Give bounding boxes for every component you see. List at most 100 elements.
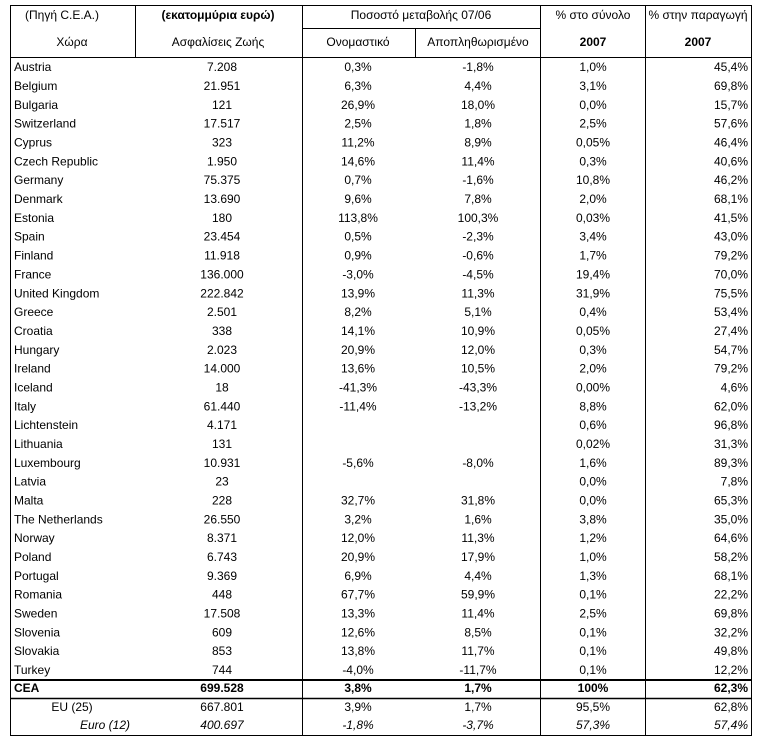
table-cell: 6,3% bbox=[344, 79, 372, 93]
header-cell: % στην παραγωγή bbox=[648, 8, 747, 22]
table-cell: 3,8% bbox=[344, 681, 372, 695]
table-cell: 22,2% bbox=[714, 588, 748, 602]
table-cell: 338 bbox=[212, 324, 232, 338]
table-cell: 222.842 bbox=[200, 286, 244, 300]
table-cell: 2,5% bbox=[579, 117, 607, 131]
table-cell: 14,6% bbox=[341, 154, 375, 168]
table-cell: 100,3% bbox=[458, 211, 499, 225]
table-cell: Finland bbox=[14, 249, 53, 263]
table-cell: 228 bbox=[212, 493, 232, 507]
table-cell: 59,9% bbox=[461, 588, 495, 602]
table-cell: 13,8% bbox=[341, 644, 375, 658]
table-cell: -1,6% bbox=[462, 173, 494, 187]
table-cell: 0,1% bbox=[579, 644, 607, 658]
table-cell: 12,6% bbox=[341, 625, 375, 639]
table-cell: 0,3% bbox=[579, 343, 607, 357]
table-cell: -0,6% bbox=[462, 249, 494, 263]
table-cell: 10,9% bbox=[461, 324, 495, 338]
table-cell: 5,1% bbox=[464, 305, 492, 319]
table-cell: France bbox=[14, 267, 52, 281]
table-cell: Slovakia bbox=[14, 644, 60, 658]
header-cell: 2007 bbox=[580, 35, 607, 49]
table-cell: 1,7% bbox=[579, 249, 607, 263]
table-cell: Bulgaria bbox=[14, 98, 58, 112]
table-cell: The Netherlands bbox=[14, 512, 103, 526]
table-cell: 69,8% bbox=[714, 607, 748, 621]
table-cell: -8,0% bbox=[462, 456, 494, 470]
table-cell: Turkey bbox=[14, 663, 50, 677]
table-cell: 0,3% bbox=[344, 60, 372, 74]
table-cell: 1,6% bbox=[579, 456, 607, 470]
table-cell: 1,2% bbox=[579, 531, 607, 545]
table-cell: 1,0% bbox=[579, 550, 607, 564]
table-cell: EU (25) bbox=[51, 700, 92, 714]
table-cell: 43,0% bbox=[714, 230, 748, 244]
table-cell: 17.508 bbox=[204, 607, 241, 621]
table-cell: 14.000 bbox=[204, 362, 241, 376]
table-cell: 68,1% bbox=[714, 192, 748, 206]
table-cell: 609 bbox=[212, 625, 232, 639]
table-cell: Austria bbox=[14, 60, 52, 74]
table-cell: Portugal bbox=[14, 569, 59, 583]
table-cell: -4,0% bbox=[342, 663, 374, 677]
table-cell: 1,0% bbox=[579, 60, 607, 74]
table-cell: 1,3% bbox=[579, 569, 607, 583]
table-cell: 26,9% bbox=[341, 98, 375, 112]
table-cell: -1,8% bbox=[462, 60, 494, 74]
table-cell: 12,2% bbox=[714, 663, 748, 677]
table-cell: 12,0% bbox=[341, 531, 375, 545]
header-cell: 2007 bbox=[685, 35, 712, 49]
table-cell: -11,4% bbox=[339, 399, 376, 413]
table-cell: 75.375 bbox=[204, 173, 241, 187]
table-cell: 11,2% bbox=[341, 136, 374, 150]
table-cell: 13,6% bbox=[341, 362, 375, 376]
table-cell: 0,0% bbox=[579, 98, 607, 112]
table-cell: 7.208 bbox=[207, 60, 237, 74]
table-cell: 26.550 bbox=[204, 512, 241, 526]
table-cell: 53,4% bbox=[714, 305, 748, 319]
table-cell: 11,4% bbox=[461, 607, 494, 621]
table-cell: Cyprus bbox=[14, 136, 52, 150]
table-cell: 58,2% bbox=[714, 550, 748, 564]
table-cell: 667.801 bbox=[200, 700, 244, 714]
table-cell: 7,8% bbox=[721, 475, 749, 489]
table-cell: 1,7% bbox=[464, 700, 492, 714]
table-cell: 4,4% bbox=[464, 569, 492, 583]
table-cell: -43,3% bbox=[459, 380, 497, 394]
table-cell: -4,5% bbox=[462, 267, 494, 281]
table-cell: 23 bbox=[215, 475, 229, 489]
table-cell: 131 bbox=[212, 437, 232, 451]
table-cell: 0,5% bbox=[344, 230, 372, 244]
table-cell: 8.371 bbox=[207, 531, 237, 545]
table-cell: 40,6% bbox=[714, 154, 748, 168]
table-cell: 6.743 bbox=[207, 550, 237, 564]
table-cell: -3,0% bbox=[342, 267, 374, 281]
table-cell: 13.690 bbox=[204, 192, 241, 206]
table-cell: 19,4% bbox=[576, 267, 610, 281]
table-cell: 57,3% bbox=[576, 718, 610, 732]
table-cell: 7,8% bbox=[464, 192, 492, 206]
table-cell: 0,0% bbox=[579, 475, 607, 489]
table-cell: United Kingdom bbox=[14, 286, 99, 300]
table-cell: Lithuania bbox=[14, 437, 63, 451]
table-cell: 744 bbox=[212, 663, 232, 677]
table-cell: 0,0% bbox=[579, 493, 607, 507]
table-border bbox=[10, 5, 752, 736]
table-cell: Germany bbox=[14, 173, 63, 187]
table-cell: Greece bbox=[14, 305, 54, 319]
table-cell: -11,7% bbox=[459, 663, 496, 677]
table-cell: 9,6% bbox=[344, 192, 372, 206]
table-cell: 0,6% bbox=[579, 418, 607, 432]
table-cell: 0,05% bbox=[576, 324, 610, 338]
table-cell: 12,0% bbox=[461, 343, 495, 357]
table-cell: Estonia bbox=[14, 211, 54, 225]
table-cell: 70,0% bbox=[714, 267, 748, 281]
table-cell: -41,3% bbox=[339, 380, 377, 394]
table-cell: 11.918 bbox=[204, 249, 240, 263]
table-cell: 2.501 bbox=[207, 305, 237, 319]
table-cell: 1.950 bbox=[207, 154, 237, 168]
table-cell: 32,7% bbox=[341, 493, 375, 507]
table-cell: 31,3% bbox=[714, 437, 748, 451]
table-cell: 67,7% bbox=[341, 588, 375, 602]
